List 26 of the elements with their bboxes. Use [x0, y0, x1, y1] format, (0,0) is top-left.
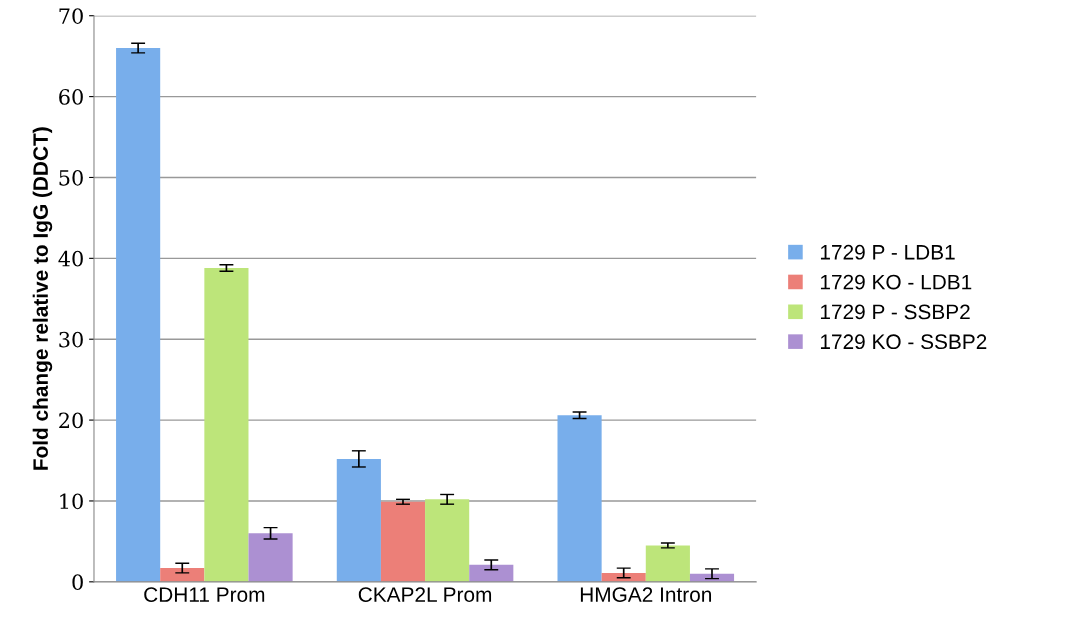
bar — [204, 268, 249, 582]
y-tick-label: 40 — [58, 250, 83, 267]
bar — [469, 564, 514, 582]
bar — [645, 545, 690, 582]
bar — [557, 415, 602, 582]
bar — [380, 501, 426, 582]
y-tick-label: 60 — [59, 89, 83, 105]
legend-label: 1729 P - LDB1 — [820, 244, 955, 260]
y-tick-label: 30 — [59, 331, 83, 348]
y-axis-title: Fold change relative to IgG (DDCT) — [32, 127, 53, 470]
bar — [336, 458, 381, 582]
y-tick-label: 20 — [59, 412, 83, 429]
bar — [160, 568, 205, 582]
y-tick-label: 70 — [59, 8, 83, 24]
bar — [425, 499, 470, 582]
legend-label: 1729 P - SSBP2 — [820, 304, 970, 320]
legend-label: 1729 KO - SSBP2 — [820, 334, 987, 350]
legend-label: 1729 KO - LDB1 — [820, 274, 972, 290]
x-tick-label: HMGA2 Intron — [580, 587, 712, 602]
x-tick-label: CKAP2L Prom — [358, 587, 492, 602]
x-tick-label: CDH11 Prom — [144, 587, 265, 602]
bar — [248, 533, 293, 582]
y-tick-label: 10 — [60, 493, 83, 510]
y-tick-label: 0 — [72, 574, 83, 591]
bar — [116, 48, 161, 582]
y-tick-label: 50 — [59, 169, 83, 186]
